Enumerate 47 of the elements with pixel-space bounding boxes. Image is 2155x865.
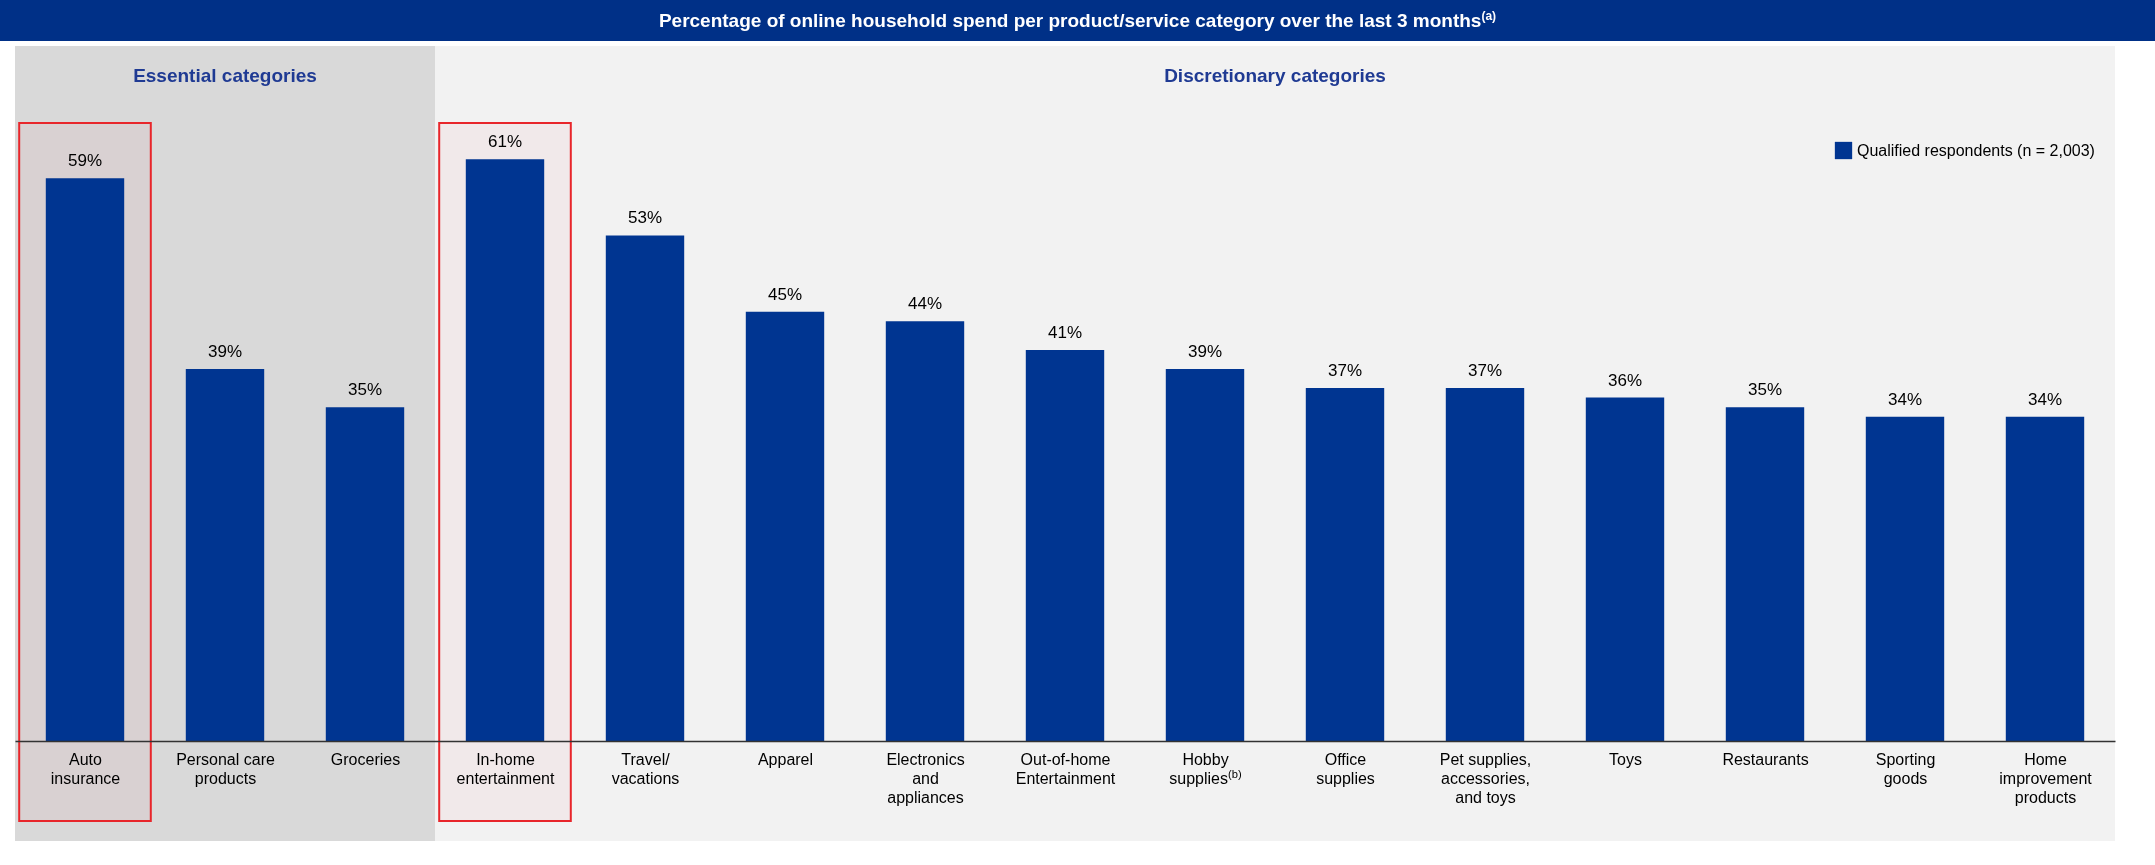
- x-tick-label: Travel/vacations: [611, 750, 680, 787]
- x-tick-label: Personal care products: [176, 750, 275, 787]
- data-label: 39%: [207, 342, 243, 362]
- data-label: 39%: [1187, 342, 1223, 362]
- data-label: 35%: [347, 380, 383, 400]
- data-label: 53%: [627, 208, 663, 228]
- data-label: 34%: [1887, 390, 1923, 410]
- x-tick-label: Toys: [1609, 750, 1642, 768]
- data-label: 35%: [1747, 380, 1783, 400]
- x-tick-label: Electronics and appliances: [886, 750, 965, 806]
- x-tick-label: Home improvement products: [1999, 750, 2093, 806]
- bar: [885, 321, 965, 742]
- x-tick-label: Sporting goods: [1875, 750, 1936, 787]
- band-label: Discretionary categories: [1164, 65, 1386, 87]
- band-label: Essential categories: [133, 65, 317, 87]
- chart-title: Percentage of online household spend per product/service category over the last 3 months$^{(a)}$: [0, 0, 2155, 42]
- x-tick-label: Hobby supplies$^{(b)}$: [1169, 750, 1242, 787]
- data-label: 61%: [487, 132, 523, 152]
- x-tick-label: Pet supplies, accessories, and toys: [1439, 750, 1532, 806]
- data-label: 41%: [1047, 323, 1083, 343]
- bar: [1725, 407, 1805, 742]
- data-label: 34%: [2027, 390, 2063, 410]
- bar: [2005, 417, 2085, 742]
- data-label: 37%: [1327, 361, 1363, 381]
- data-label: 36%: [1607, 370, 1643, 390]
- x-tick-label: Out-of-home Entertainment: [1015, 750, 1116, 787]
- bar: [1445, 388, 1525, 742]
- x-tick-label: Auto insurance: [50, 750, 121, 787]
- x-tick-label: Office supplies: [1316, 750, 1375, 787]
- data-label: 59%: [67, 151, 103, 171]
- bar: [745, 312, 825, 742]
- data-label: 44%: [907, 294, 943, 314]
- bar: [1585, 397, 1665, 742]
- bar: [605, 235, 685, 742]
- legend-label: Qualified respondents (n = 2,003): [1857, 141, 2095, 159]
- x-tick-label: In-home entertainment: [456, 750, 555, 787]
- bar: [1165, 369, 1245, 742]
- data-label: 37%: [1467, 361, 1503, 381]
- x-tick-label: Restaurants: [1722, 750, 1809, 768]
- bar: [325, 407, 405, 742]
- x-tick-label: Groceries: [330, 750, 401, 768]
- bar: [185, 369, 265, 742]
- bar: [1305, 388, 1385, 742]
- x-tick-label: Apparel: [757, 750, 814, 768]
- data-label: 45%: [767, 285, 803, 305]
- bar: [1025, 350, 1105, 742]
- bar: [1865, 417, 1945, 742]
